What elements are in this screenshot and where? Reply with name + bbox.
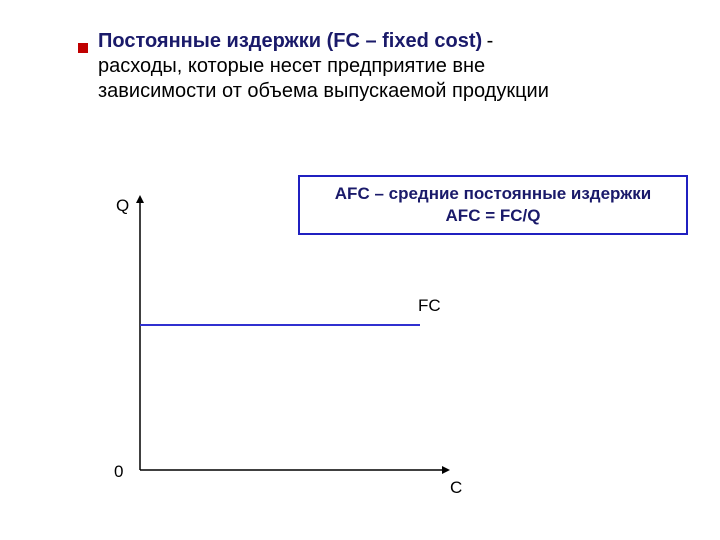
label-zero: 0 — [114, 462, 123, 482]
label-C: C — [450, 478, 462, 498]
fc-chart — [0, 0, 720, 540]
label-FC: FC — [418, 296, 441, 316]
x-axis-arrow — [442, 466, 450, 474]
y-axis-arrow — [136, 195, 144, 203]
label-Q: Q — [116, 196, 129, 216]
